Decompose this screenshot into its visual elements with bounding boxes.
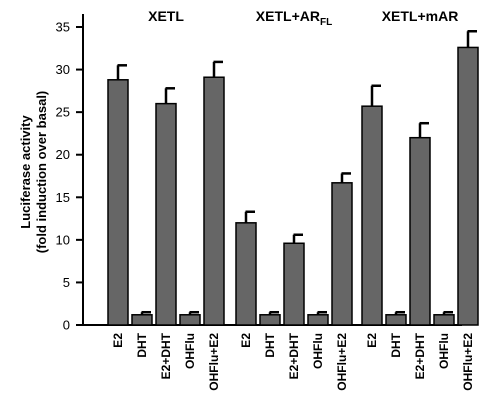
category-label: OHFlu [183,333,197,369]
bar [331,182,353,326]
category-label: OHFlu+E2 [461,333,475,391]
category-label: DHT [389,332,403,357]
y-tick-label: 30 [56,62,70,77]
bar [107,79,129,326]
category-label: E2+DHT [159,332,173,379]
group-title-main: XETL+mAR [382,8,459,24]
category-label: OHFlu [311,333,325,369]
y-tick-label: 10 [56,232,70,247]
bar [457,46,479,326]
bar-group: XETL+ARFL E2 DHT E2+DHT OHFlu OHFlu+E2 [235,8,353,391]
bar [433,314,455,326]
y-tick-label: 0 [63,318,70,333]
category-label: DHT [135,332,149,357]
bar [409,136,431,326]
y-axis-label: Luciferase activity (fold induction over… [18,91,49,254]
bar [203,76,225,326]
y-tick-label: 15 [56,190,70,205]
bar [131,314,153,326]
category-label: E2 [239,333,253,348]
group-title: XETL+mAR [382,8,459,24]
group-title-subscript: FL [320,17,332,28]
bar [179,314,201,326]
y-tick-label: 25 [56,105,70,120]
y-tick-label: 20 [56,147,70,162]
bar [283,242,305,326]
category-label: OHFlu+E2 [207,333,221,391]
category-label: E2 [111,333,125,348]
y-tick-label: 5 [63,275,70,290]
bar-group: XETL E2 DHT E2+DHT OHFlu OHFlu+E2 [107,8,225,391]
bar [235,222,257,326]
bar-group: XETL+mAR E2 DHT E2+DHT OHFlu OHFlu+E2 [361,8,479,391]
category-label: E2 [365,333,379,348]
bar [307,314,329,326]
bar [155,102,177,326]
bar [259,314,281,326]
group-title-main: XETL+AR [256,8,320,24]
y-axis-label-line1: Luciferase activity [18,115,33,229]
bar [385,314,407,326]
bar-groups: XETL E2 DHT E2+DHT OHFlu OHFlu+E2 XETL+ARFL E2 D… [107,8,479,391]
category-label: E2+DHT [287,332,301,379]
y-axis-label-line2: (fold induction over basal) [34,91,49,254]
category-label: OHFlu+E2 [335,333,349,391]
y-ticks: 0 5 10 15 20 25 30 35 [56,20,83,333]
group-title: XETL [148,8,184,24]
category-label: DHT [263,332,277,357]
category-label: E2+DHT [413,332,427,379]
category-label: OHFlu [437,333,451,369]
bar [361,105,383,326]
group-title: XETL+ARFL [256,8,332,28]
y-tick-label: 35 [56,20,70,35]
group-title-main: XETL [148,8,184,24]
